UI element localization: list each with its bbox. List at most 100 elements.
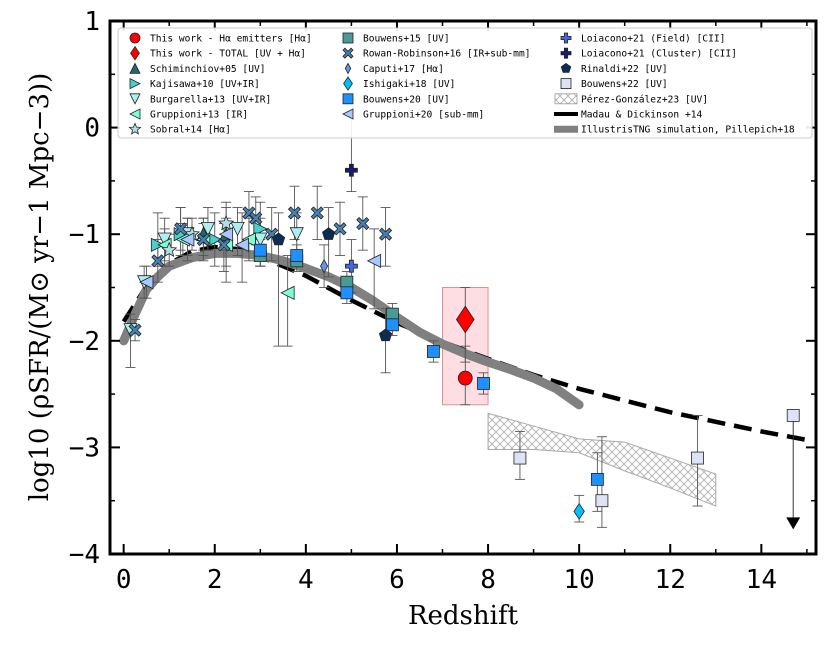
data-point (385, 318, 399, 332)
legend-marker (129, 77, 141, 90)
legend-marker (129, 93, 141, 105)
data-point (271, 232, 286, 246)
legend-label: Bouwens+22 [UV] (581, 79, 668, 90)
data-point (455, 305, 475, 334)
data-point (253, 221, 268, 237)
legend-label: Bouwens+15 [UV] (363, 34, 450, 45)
madau-dickinson-line (121, 244, 808, 443)
x-tick-label: 2 (207, 565, 223, 595)
data-point (595, 494, 609, 508)
data-point (249, 211, 263, 225)
x-tick-label: 6 (389, 565, 405, 595)
legend-label: Sobral+14 [Hα] (150, 125, 231, 136)
data-point (320, 258, 329, 274)
data-point (573, 502, 585, 520)
legend-label: Burgarella+13 [UV+IR] (150, 94, 271, 105)
data-point (310, 206, 324, 220)
legend: This work - Hα emitters [Hα] This work - … (117, 27, 813, 139)
x-axis-title: Redshift (408, 601, 519, 631)
data-point (340, 275, 354, 289)
x-tick-label: 8 (480, 565, 496, 595)
data-point (345, 259, 358, 273)
legend-marker (560, 32, 572, 44)
legend-label: This work - Hα emitters [Hα] (150, 34, 312, 45)
legend-label: Ishigaki+18 [UV] (363, 79, 455, 90)
legend-marker (344, 62, 352, 75)
legend-marker (342, 47, 354, 59)
data-point (230, 221, 245, 237)
data-point (457, 370, 473, 386)
legend-marker (129, 62, 141, 74)
legend-marker (560, 47, 572, 59)
data-point (289, 227, 304, 242)
legend-marker (342, 32, 354, 44)
data-point (356, 216, 370, 231)
legend-marker (129, 32, 141, 44)
y-axis-title: log10 (ρSFR/(M⊙ yr−1 Mpc−3)) (25, 73, 55, 502)
y-tick-label: 1 (84, 7, 100, 37)
legend-label: Rowan-Robinson+16 [IR+sub-mm] (363, 49, 531, 60)
data-point (218, 215, 235, 231)
bands-layer (442, 287, 717, 507)
data-point (151, 254, 165, 268)
data-point (290, 249, 304, 262)
legend-marker (130, 45, 140, 61)
legend-marker (560, 62, 572, 73)
x-tick-label: 12 (655, 565, 686, 595)
legend-label: Loiacono+21 (Cluster) [CII] (581, 49, 737, 60)
x-tick-label: 4 (298, 565, 314, 595)
data-point (253, 243, 267, 257)
data-point (340, 286, 354, 300)
legend-marker (554, 93, 578, 105)
data-point (180, 232, 195, 247)
legend-label: Rinaldi+22 [UV] (581, 64, 668, 75)
legend-label: Caputi+17 [Hα] (363, 64, 444, 75)
legend-label: Gruppioni+13 [IR] (150, 110, 248, 121)
legend-marker (560, 78, 572, 89)
data-point (322, 227, 336, 240)
points-layer (123, 163, 800, 520)
y-tick-label: −3 (69, 433, 100, 463)
legend-label: This work - TOTAL [UV + Hα] (150, 49, 306, 60)
legend-label: Gruppioni+20 [sub-mm] (363, 110, 484, 121)
data-point (234, 237, 249, 253)
data-point (200, 221, 216, 237)
legend-label: Loiacono+21 (Field) [CII] (581, 34, 725, 45)
upper-limit-arrow (786, 517, 801, 530)
y-tick-label: −2 (69, 327, 100, 357)
x-tick-label: 10 (563, 565, 594, 595)
data-point (139, 275, 154, 290)
data-point (345, 163, 358, 177)
legend-box (117, 27, 813, 139)
legend-label: Pérez-González+23 [UV] (581, 93, 708, 105)
legend-label: IllustrisTNG simulation, Pillepich+18 (581, 125, 795, 136)
legend-marker (343, 76, 353, 91)
y-tick-label: 0 (84, 114, 100, 144)
data-point (280, 285, 295, 300)
data-point (253, 232, 268, 247)
legend-label: Kajisawa+10 [UV+IR] (150, 79, 260, 90)
data-point (426, 345, 440, 358)
legend-label: Schiminchiov+05 [UV] (150, 64, 266, 75)
y-tick-label: −1 (69, 220, 100, 250)
legend-label: Madau & Dickinson +14 (581, 110, 703, 121)
legend-label: Bouwens+20 [UV] (363, 94, 450, 105)
y-tick-label: −4 (69, 540, 100, 570)
data-point (590, 472, 604, 486)
legend-marker (128, 122, 142, 135)
data-point (378, 328, 393, 342)
data-point (128, 323, 142, 337)
data-point (385, 307, 399, 321)
data-point (218, 227, 234, 242)
x-tick-label: 0 (116, 565, 132, 595)
data-point (174, 222, 188, 236)
data-point (366, 253, 382, 268)
data-point (196, 232, 210, 247)
data-point (217, 238, 231, 252)
data-point (379, 227, 393, 241)
legend-marker (342, 93, 354, 105)
x-tick-label: 14 (746, 565, 777, 595)
legend-marker (129, 108, 141, 120)
